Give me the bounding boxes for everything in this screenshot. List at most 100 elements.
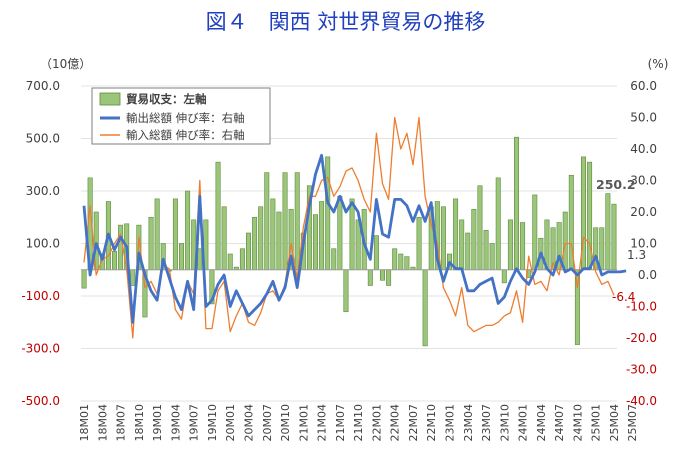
trade-balance-bar (495, 177, 501, 271)
trade-balance-bar (459, 219, 465, 271)
trade-balance-bar (227, 253, 233, 271)
left-tick-label: 500.0 (26, 132, 60, 146)
right-tick-label: -40.0 (626, 394, 657, 408)
chart-title: 図４ 関西 対世界貿易の推移 (205, 10, 486, 34)
trade-balance-bar (258, 206, 264, 271)
trade-balance-bar (221, 206, 227, 271)
trade-balance-bar (252, 216, 258, 271)
x-tick-label: 22M04 (389, 404, 402, 442)
trade-balance-bar (331, 248, 337, 271)
trade-balance-bar (325, 156, 331, 271)
trade-balance-bar (605, 193, 611, 271)
x-tick-label: 23M01 (444, 404, 457, 442)
right-tick-label: 20.0 (630, 205, 657, 219)
x-tick-label: 24M01 (517, 404, 530, 442)
x-tick-label: 21M07 (334, 404, 347, 442)
trade-balance-bar (264, 172, 270, 271)
trade-balance-bar (471, 209, 477, 271)
x-tick-label: 20M07 (261, 404, 274, 442)
right-tick-label: 30.0 (630, 174, 657, 188)
left-axis-unit: （10億） (40, 57, 91, 71)
trade-balance-bar (185, 190, 191, 271)
x-tick-label: 25M07 (626, 404, 639, 442)
trade-balance-bar (118, 224, 124, 271)
x-tick-label: 21M01 (297, 404, 310, 442)
trade-balance-bar (215, 161, 221, 271)
left-tick-label: 700.0 (26, 79, 60, 93)
x-tick-label: 21M10 (352, 404, 365, 442)
trade-balance-bar (380, 269, 385, 281)
latest-export-label: 1.3 (627, 248, 646, 262)
trade-balance-bar (520, 222, 526, 271)
legend-label-export: 輸出総額 伸び率：右軸 (126, 111, 245, 125)
trade-balance-bar (172, 198, 178, 271)
trade-balance-bar (398, 253, 404, 271)
right-tick-label: 0.0 (638, 268, 657, 282)
trade-balance-bar (270, 198, 276, 271)
trade-balance-bar (179, 243, 184, 271)
trade-balance-bar (349, 198, 355, 271)
trade-balance-bar (319, 201, 325, 271)
x-tick-label: 24M07 (553, 404, 566, 442)
trade-balance-bar (514, 136, 519, 271)
trade-balance-bar (453, 198, 459, 271)
trade-balance-bar (367, 269, 373, 286)
legend-swatch-bar (99, 92, 121, 106)
x-tick-label: 19M01 (151, 404, 164, 442)
right-tick-label: 40.0 (630, 142, 657, 156)
x-tick-label: 25M04 (608, 404, 621, 442)
right-tick-label: -10.0 (626, 300, 657, 314)
trade-balance-bars (81, 136, 617, 347)
right-tick-label: 10.0 (630, 237, 657, 251)
right-axis-unit: (%) (648, 57, 669, 71)
trade-balance-bar (404, 256, 410, 271)
trade-balance-bar (276, 211, 282, 271)
latest-import-label: -6.4 (612, 290, 635, 304)
x-tick-label: 18M01 (78, 404, 91, 442)
trade-balance-bar (501, 269, 507, 284)
trade-balance-bar (611, 203, 617, 271)
trade-balance-bar (130, 269, 136, 286)
trade-balance-bar (483, 230, 489, 271)
x-tick-label: 22M07 (407, 404, 420, 442)
right-axis: -40.0 -30.0 -20.0 -10.0 0.0 10.0 20.0 30.0 40.0 5… (626, 79, 657, 408)
trade-balance-bar (239, 248, 245, 271)
left-axis: -500.0 -300.0 -100.0 100.0 300.0 500.0 700.0 (21, 79, 60, 408)
trade-balance-bar (599, 227, 605, 271)
x-tick-label: 23M04 (462, 404, 475, 442)
x-tick-label: 25M01 (590, 404, 603, 442)
right-tick-label: -30.0 (626, 363, 657, 377)
left-tick-label: -300.0 (21, 342, 60, 356)
gridlines (81, 85, 617, 402)
trade-balance-bar (154, 198, 160, 271)
trade-balance-bar (465, 232, 471, 271)
left-tick-label: -100.0 (21, 289, 60, 303)
trade-balance-bar (422, 269, 428, 347)
trade-balance-bar (343, 269, 349, 313)
x-tick-label: 19M04 (169, 404, 182, 442)
x-tick-label: 20M04 (243, 404, 256, 442)
trade-balance-bar (532, 194, 538, 271)
right-tick-label: 50.0 (630, 111, 657, 125)
legend-box (91, 87, 271, 145)
x-axis: 18M01 18M04 18M07 18M10 19M01 19M04 19M07 19M10… (78, 404, 639, 442)
left-tick-label: 300.0 (26, 184, 60, 198)
trade-balance-bar (282, 172, 288, 271)
x-tick-label: 23M07 (480, 404, 493, 442)
trade-balance-bar (148, 216, 154, 271)
latest-balance-label: 250.2 (596, 177, 636, 192)
x-tick-label: 18M10 (133, 404, 146, 442)
export-growth-line (82, 153, 627, 324)
trade-balance-bar (294, 172, 300, 271)
right-tick-label: -20.0 (626, 331, 657, 345)
trade-balance-bar (337, 195, 343, 271)
x-tick-label: 22M01 (370, 404, 383, 442)
x-tick-label: 19M07 (188, 404, 201, 442)
trade-balance-bar (373, 235, 379, 271)
trade-balance-bar (477, 185, 483, 271)
trade-balance-bar (562, 211, 568, 271)
trade-balance-bar (81, 269, 87, 289)
legend: 貿易収支：左軸 輸出総額 伸び率：右軸 輸入総額 伸び率：右軸 (91, 87, 271, 145)
left-tick-label: -500.0 (21, 394, 60, 408)
